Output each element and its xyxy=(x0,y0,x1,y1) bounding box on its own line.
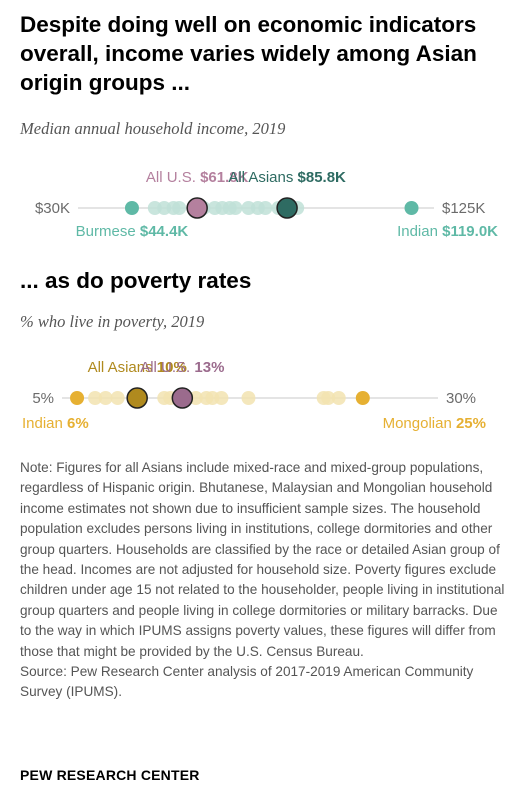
burmese-label: Burmese $44.4K xyxy=(76,223,189,240)
asians-name: All Asians xyxy=(228,169,297,186)
group-dot xyxy=(88,391,103,405)
poverty-dot-chart: 5% 30% All Asians 10%All U.S. 13% Indian 6%… xyxy=(22,359,486,432)
poverty-subtitle: % who live in poverty, 2019 xyxy=(20,312,205,331)
note-text: Note: Figures for all Asians include mix… xyxy=(20,460,505,659)
indian-name: Indian xyxy=(22,415,67,432)
mongolian-value: 25% xyxy=(456,415,486,432)
group-dot xyxy=(228,201,243,215)
asians-value: $85.8K xyxy=(298,169,347,186)
indian-dot xyxy=(404,201,419,215)
mongolian-dot xyxy=(355,391,370,405)
poverty-section-title: ... as do poverty rates xyxy=(20,268,252,293)
income-subtitle: Median annual household income, 2019 xyxy=(20,119,286,138)
group-dot xyxy=(321,391,336,405)
burmese-dot xyxy=(124,201,139,215)
mongolian-name: Mongolian xyxy=(383,415,456,432)
chart-title: Despite doing well on economic indicator… xyxy=(20,12,477,95)
us-value: $61.8K xyxy=(200,169,249,186)
indian-dot xyxy=(70,391,85,405)
group-dot xyxy=(172,201,187,215)
asians-label: All Asians $85.8K xyxy=(228,169,346,186)
group-dot xyxy=(331,391,346,405)
us-dot xyxy=(186,197,208,219)
us-label: All U.S. 13% xyxy=(140,359,224,376)
us-name: All U.S. xyxy=(146,169,200,186)
asians-value: 10% xyxy=(157,359,187,376)
axis-min-label: $30K xyxy=(35,200,70,217)
group-dot xyxy=(214,391,229,405)
burmese-value: $44.4K xyxy=(140,223,189,240)
asians-label: All Asians 10% xyxy=(88,359,187,376)
group-dot xyxy=(241,391,256,405)
indian-label: Indian $119.0K xyxy=(397,223,498,240)
pew-logo-text: PEW RESEARCH CENTER xyxy=(20,767,200,783)
indian-value: $119.0K xyxy=(442,223,498,240)
indian-value: 6% xyxy=(67,415,89,432)
axis-max-label: $125K xyxy=(442,200,485,217)
indian-name: Indian xyxy=(397,223,442,240)
group-dot xyxy=(110,391,125,405)
group-dot xyxy=(98,391,113,405)
indian-label: Indian 6% xyxy=(22,415,89,432)
us-value: 13% xyxy=(194,359,224,376)
mongolian-label: Mongolian 25% xyxy=(383,415,486,432)
group-dot xyxy=(258,201,273,215)
footnote: Note: Figures for all Asians include mix… xyxy=(20,458,512,703)
us-name: All U.S. xyxy=(140,359,194,376)
asians-dot xyxy=(126,387,148,409)
source-text: Source: Pew Research Center analysis of … xyxy=(20,664,474,700)
us-label: All U.S. $61.8K xyxy=(146,169,249,186)
axis-min-label: 5% xyxy=(32,390,54,407)
asians-dot xyxy=(276,197,298,219)
burmese-name: Burmese xyxy=(76,223,140,240)
axis-max-label: 30% xyxy=(446,390,476,407)
us-dot xyxy=(171,387,194,409)
asians-name: All Asians xyxy=(88,359,157,376)
